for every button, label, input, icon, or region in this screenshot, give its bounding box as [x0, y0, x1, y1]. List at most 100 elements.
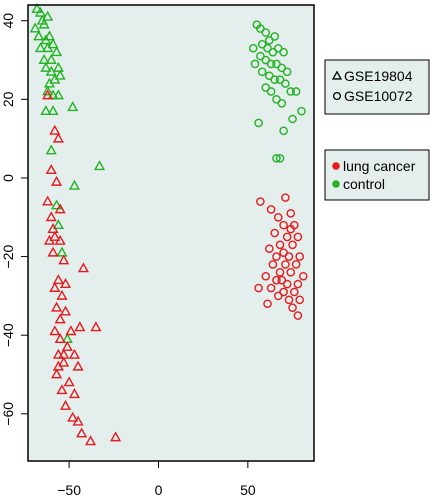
data-point — [250, 59, 260, 69]
data-point — [261, 28, 271, 37]
data-point — [47, 38, 59, 49]
data-point — [279, 47, 288, 57]
data-point — [52, 360, 64, 371]
data-point — [72, 360, 84, 371]
data-point — [265, 71, 274, 81]
data-point — [49, 325, 61, 336]
data-point — [298, 271, 308, 281]
data-point — [68, 179, 81, 190]
data-point — [279, 287, 288, 297]
data-point — [67, 411, 79, 422]
data-point — [273, 212, 283, 222]
data-point — [275, 154, 285, 163]
data-point — [58, 254, 70, 265]
legend-swatch-control — [332, 180, 340, 188]
data-point — [263, 43, 272, 53]
data-point — [68, 348, 81, 359]
x-tick-label: 0 — [155, 482, 163, 498]
data-point — [42, 10, 54, 21]
data-point — [286, 87, 296, 96]
data-point — [261, 271, 271, 281]
data-point — [45, 144, 57, 155]
data-point — [51, 46, 63, 57]
series-gse10072-control — [248, 20, 306, 163]
data-point — [38, 53, 50, 64]
data-point — [74, 321, 86, 332]
data-point — [61, 340, 73, 351]
data-point — [286, 224, 296, 234]
data-point — [284, 295, 294, 305]
data-point — [261, 83, 271, 92]
data-point — [257, 67, 267, 77]
data-point — [49, 230, 61, 241]
data-point — [54, 333, 66, 344]
data-point — [293, 279, 303, 289]
condition-legend-box — [324, 149, 430, 201]
x-tick-label: 50 — [240, 482, 256, 498]
data-point — [72, 415, 84, 426]
data-point — [272, 275, 281, 285]
data-point — [93, 160, 106, 171]
series-gse19804-control — [29, 2, 106, 344]
data-point — [257, 40, 267, 49]
data-point — [282, 279, 292, 289]
data-point — [279, 248, 288, 257]
data-point — [77, 262, 89, 273]
data-point — [275, 240, 285, 250]
data-point — [256, 51, 265, 61]
data-point — [279, 126, 288, 136]
data-point — [38, 18, 50, 29]
data-point — [59, 278, 72, 289]
data-point — [275, 75, 285, 84]
data-point — [270, 228, 279, 238]
legend-circle-marker — [332, 91, 342, 101]
dataset-legend-box — [324, 59, 430, 115]
data-point — [52, 89, 64, 100]
data-point — [265, 244, 274, 254]
data-point — [43, 234, 56, 245]
data-point — [51, 301, 63, 312]
data-point — [110, 431, 122, 442]
data-point — [42, 195, 54, 206]
y-tick-label: 20 — [0, 91, 16, 107]
data-point — [34, 6, 47, 17]
data-point — [52, 348, 64, 359]
data-point — [266, 87, 276, 96]
data-point — [272, 59, 281, 69]
data-point — [272, 252, 281, 261]
data-point — [52, 274, 64, 285]
data-point — [67, 101, 79, 112]
data-point — [295, 295, 305, 305]
data-point — [288, 240, 297, 250]
data-point — [266, 283, 276, 293]
legend-swatch-lung-cancer — [332, 162, 340, 170]
data-point — [45, 53, 57, 64]
data-point — [52, 61, 64, 72]
data-point — [65, 325, 77, 336]
data-point — [266, 205, 276, 214]
data-point — [286, 268, 296, 277]
x-tick-label: −50 — [57, 482, 81, 498]
plot-background — [28, 5, 314, 461]
data-point — [51, 199, 63, 210]
data-point — [54, 313, 66, 324]
data-point — [84, 435, 97, 446]
data-point — [33, 30, 45, 41]
data-point — [277, 275, 287, 285]
data-point — [270, 32, 279, 41]
data-point — [286, 209, 296, 218]
data-point — [56, 289, 68, 300]
data-point — [52, 219, 64, 230]
data-point — [277, 98, 287, 108]
legend-triangle-marker — [331, 70, 343, 80]
legend-label-control: control — [343, 176, 385, 192]
data-point — [256, 197, 265, 206]
data-point — [272, 95, 281, 104]
y-tick-label: −60 — [0, 402, 16, 426]
data-point — [261, 55, 271, 65]
data-point — [59, 305, 72, 316]
x-axis: −50 0 50 — [57, 461, 256, 498]
data-point — [277, 63, 287, 73]
data-point — [51, 368, 63, 379]
data-point — [42, 85, 54, 96]
